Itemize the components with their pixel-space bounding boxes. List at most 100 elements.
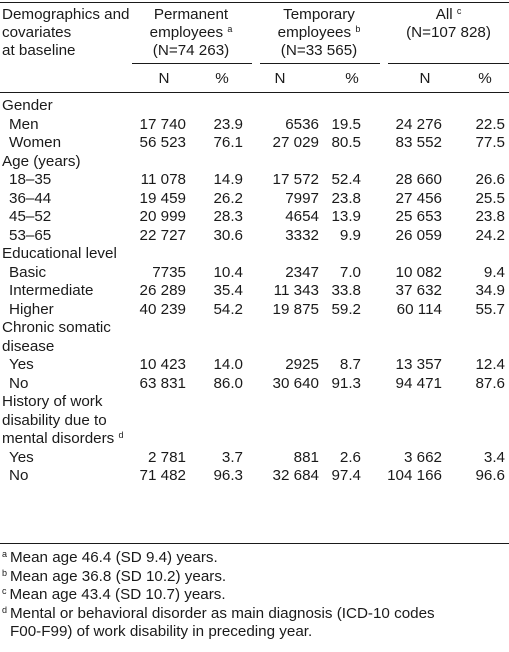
subheader-n-all: N: [419, 70, 431, 87]
table-cell: 3.7: [221, 448, 243, 466]
table-cell: 11 078: [140, 171, 186, 188]
table-cell: 96.3: [213, 467, 243, 484]
header-all-line1: All c: [435, 6, 462, 23]
table-cell: 2347: [285, 263, 319, 281]
table-cell: 19 875: [272, 300, 319, 318]
section-label: mental disorders d: [2, 430, 124, 447]
table-cell: 37 632: [395, 282, 442, 299]
subheader-pct-temporary: %: [345, 70, 359, 87]
table-cell: 26 289: [139, 282, 186, 299]
table-cell: 10 423: [139, 356, 186, 373]
row-label: Higher: [9, 300, 54, 318]
row-label: 53–65: [9, 226, 52, 244]
table-cell: 25.5: [475, 189, 505, 207]
header-temporary-line2: employees b: [277, 24, 361, 41]
table-cell: 20 999: [139, 208, 186, 225]
table-cell: 7.0: [339, 263, 361, 281]
section-label: Age (years): [2, 152, 81, 170]
table-cell: 23.8: [475, 208, 505, 225]
row-label: Basic: [9, 263, 47, 281]
group-rule-temporary: [260, 63, 380, 64]
table-cell: 71 482: [139, 467, 186, 484]
table-cell: 33.8: [331, 282, 361, 299]
table-cell: 80.5: [331, 134, 361, 151]
table-bottom-rule: [0, 543, 509, 544]
table-cell: 25 653: [395, 208, 442, 225]
footnote-line: c Mean age 43.4 (SD 10.7) years.: [2, 586, 226, 603]
table-cell: 35.4: [213, 282, 243, 299]
footnote-ref-b: b: [355, 24, 361, 34]
table-cell: 3 662: [403, 448, 442, 466]
header-all-n: (N=107 828): [406, 24, 491, 41]
header-bottom-rule: [0, 92, 509, 93]
section-label: disability due to: [2, 411, 107, 429]
header-temporary-n: (N=33 565): [280, 42, 358, 59]
table-cell: 881: [293, 448, 319, 466]
table-cell: 40 239: [139, 300, 186, 318]
table-cell: 59.2: [331, 300, 361, 318]
table-cell: 77.5: [475, 134, 505, 151]
row-label: 36–44: [9, 189, 52, 207]
row-label: Intermediate: [9, 282, 94, 299]
subheader-pct-permanent: %: [215, 70, 229, 87]
footnote-mark: a: [2, 549, 8, 559]
table-cell: 30 640: [272, 374, 319, 392]
table-cell: 10 082: [395, 263, 442, 281]
table-cell: 32 684: [272, 467, 319, 484]
table-cell: 34.9: [475, 282, 505, 299]
group-rule-all: [388, 63, 509, 64]
row-label: 18–35: [9, 171, 52, 188]
header-permanent-n: (N=74 263): [152, 42, 230, 59]
section-label: Educational level: [2, 245, 117, 262]
table-cell: 63 831: [139, 374, 186, 392]
subheader-n-permanent: N: [158, 70, 170, 87]
table-cell: 2 781: [147, 448, 186, 466]
footnote-line: a Mean age 46.4 (SD 9.4) years.: [2, 549, 218, 566]
table-cell: 27 456: [395, 189, 442, 207]
table-cell: 52.4: [331, 171, 361, 188]
table-cell: 11 343: [273, 282, 319, 299]
top-rule: [0, 2, 509, 3]
table-cell: 10.4: [213, 263, 243, 281]
table-cell: 55.7: [475, 300, 505, 318]
section-label: Chronic somatic: [2, 319, 111, 336]
section-label: disease: [2, 337, 55, 355]
table-cell: 54.2: [213, 300, 243, 318]
footnote-line: b Mean age 36.8 (SD 10.2) years.: [2, 567, 227, 585]
table-cell: 14.0: [213, 356, 243, 373]
table-cell: 76.1: [213, 134, 243, 151]
table-cell: 9.4: [483, 263, 505, 281]
table-cell: 12.4: [475, 356, 505, 373]
row-label: Men: [9, 115, 39, 133]
section-label: Gender: [2, 97, 53, 114]
table-cell: 83 552: [395, 134, 442, 151]
table-cell: 3332: [285, 226, 319, 244]
footnote-ref-a: a: [227, 24, 233, 34]
table-cell: 28 660: [395, 171, 442, 188]
table-cell: 96.6: [475, 467, 505, 484]
table-cell: 56 523: [139, 134, 186, 151]
row-label: 45–52: [9, 208, 52, 225]
table-cell: 22 727: [139, 226, 186, 244]
header-first-col-1: Demographics and: [2, 6, 130, 23]
table-cell: 2.6: [339, 448, 361, 466]
table-cell: 94 471: [395, 374, 442, 392]
header-first-col-3: at baseline: [2, 42, 76, 59]
table-cell: 26.6: [475, 171, 505, 188]
table-cell: 17 740: [139, 115, 186, 133]
table-cell: 60 114: [396, 300, 442, 318]
footnote-mark: d: [2, 604, 8, 615]
table-cell: 7735: [152, 263, 186, 281]
table-cell: 17 572: [272, 171, 319, 188]
table-cell: 24.2: [475, 226, 505, 244]
row-label: No: [9, 374, 29, 392]
table-cell: 19.5: [331, 115, 361, 133]
table-cell: 26.2: [213, 189, 243, 207]
table-cell: 97.4: [331, 467, 361, 484]
header-permanent-line1: Permanent: [153, 6, 229, 23]
table-cell: 3.4: [483, 448, 505, 466]
table-cell: 22.5: [475, 115, 505, 133]
table-cell: 86.0: [213, 374, 243, 392]
table-cell: 7997: [285, 189, 319, 207]
